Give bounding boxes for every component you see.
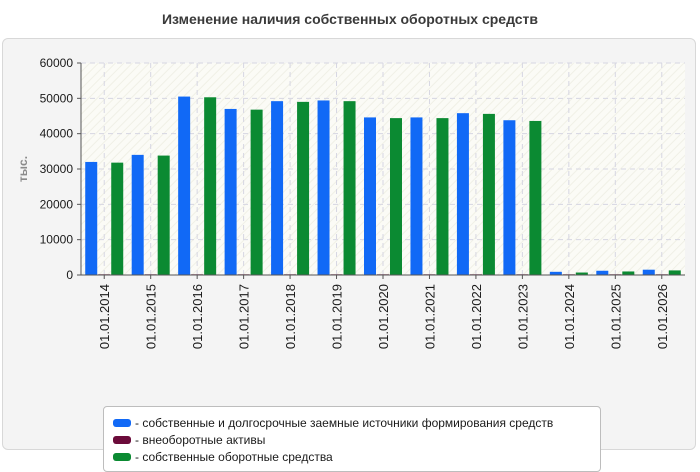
y-tick-label: 20000 xyxy=(40,197,74,211)
x-tick-label: 01.01.2026 xyxy=(655,284,670,349)
x-tick-label: 01.01.2020 xyxy=(376,284,391,349)
legend-swatch xyxy=(113,435,131,444)
legend-label: - собственные оборотные средства xyxy=(135,449,333,464)
bar xyxy=(529,120,542,276)
bar xyxy=(410,117,423,275)
bar xyxy=(364,117,376,275)
y-tick-label: 30000 xyxy=(40,162,74,176)
bar xyxy=(642,269,655,275)
bar xyxy=(271,101,284,275)
chart-title: Изменение наличия собственных оборотных … xyxy=(161,11,539,27)
legend-label: - собственные и долгосрочные заемные ист… xyxy=(135,415,554,430)
bar xyxy=(250,109,263,275)
legend-swatch xyxy=(113,418,131,427)
y-tick-label: 50000 xyxy=(40,91,74,105)
bar xyxy=(482,113,495,275)
x-tick-label: 01.01.2022 xyxy=(469,284,484,349)
x-tick-label: 01.01.2016 xyxy=(190,284,205,349)
bar xyxy=(668,270,681,275)
bar xyxy=(111,162,124,275)
x-tick-label: 01.01.2025 xyxy=(608,284,623,349)
x-tick-label: 01.01.2015 xyxy=(144,284,159,349)
chart-panel: 0 10000 20000 30000 40000 50000 60000 01.01.201… xyxy=(2,38,696,472)
y-tick-label: 40000 xyxy=(40,127,74,141)
bar xyxy=(390,118,402,276)
bar xyxy=(343,101,356,275)
bar xyxy=(85,161,98,275)
y-tick-label: 60000 xyxy=(40,56,74,70)
legend-item: - собственные и долгосрочные заемные ист… xyxy=(113,414,600,431)
x-tick-label: 01.01.2024 xyxy=(562,284,577,349)
bar xyxy=(131,154,144,275)
legend-swatch xyxy=(113,452,131,461)
bar xyxy=(436,118,449,276)
bar xyxy=(224,108,237,275)
bar xyxy=(157,155,170,275)
legend-label: - внеоборотные активы xyxy=(135,432,266,447)
y-tick-label: 10000 xyxy=(40,233,74,247)
legend-item: - собственные оборотные средства xyxy=(113,448,600,465)
x-tick-label: 01.01.2017 xyxy=(237,284,252,349)
bars xyxy=(85,96,681,276)
bar xyxy=(204,97,217,275)
axes: 0 10000 20000 30000 40000 50000 60000 01.01.201… xyxy=(40,56,685,349)
x-tick-label: 01.01.2023 xyxy=(515,284,530,349)
bar xyxy=(596,270,609,275)
x-tick-label: 01.01.2021 xyxy=(422,284,437,349)
legend-item: - внеоборотные активы xyxy=(113,431,600,448)
legend: - собственные и долгосрочные заемные ист… xyxy=(103,406,601,472)
y-tick-label: 0 xyxy=(66,268,73,282)
bar xyxy=(549,271,562,275)
x-tick-label: 01.01.2018 xyxy=(283,284,298,349)
y-axis-label: тыс. xyxy=(16,156,30,182)
bar xyxy=(503,120,516,276)
x-tick-label: 01.01.2014 xyxy=(97,284,112,349)
bar xyxy=(297,101,310,275)
bar xyxy=(178,96,191,275)
bar xyxy=(456,113,469,275)
bar xyxy=(622,271,635,275)
x-tick-label: 01.01.2019 xyxy=(330,284,345,349)
bar xyxy=(317,100,330,275)
chart-plot: 0 10000 20000 30000 40000 50000 60000 01.01.201… xyxy=(16,56,685,349)
bar xyxy=(575,272,588,275)
